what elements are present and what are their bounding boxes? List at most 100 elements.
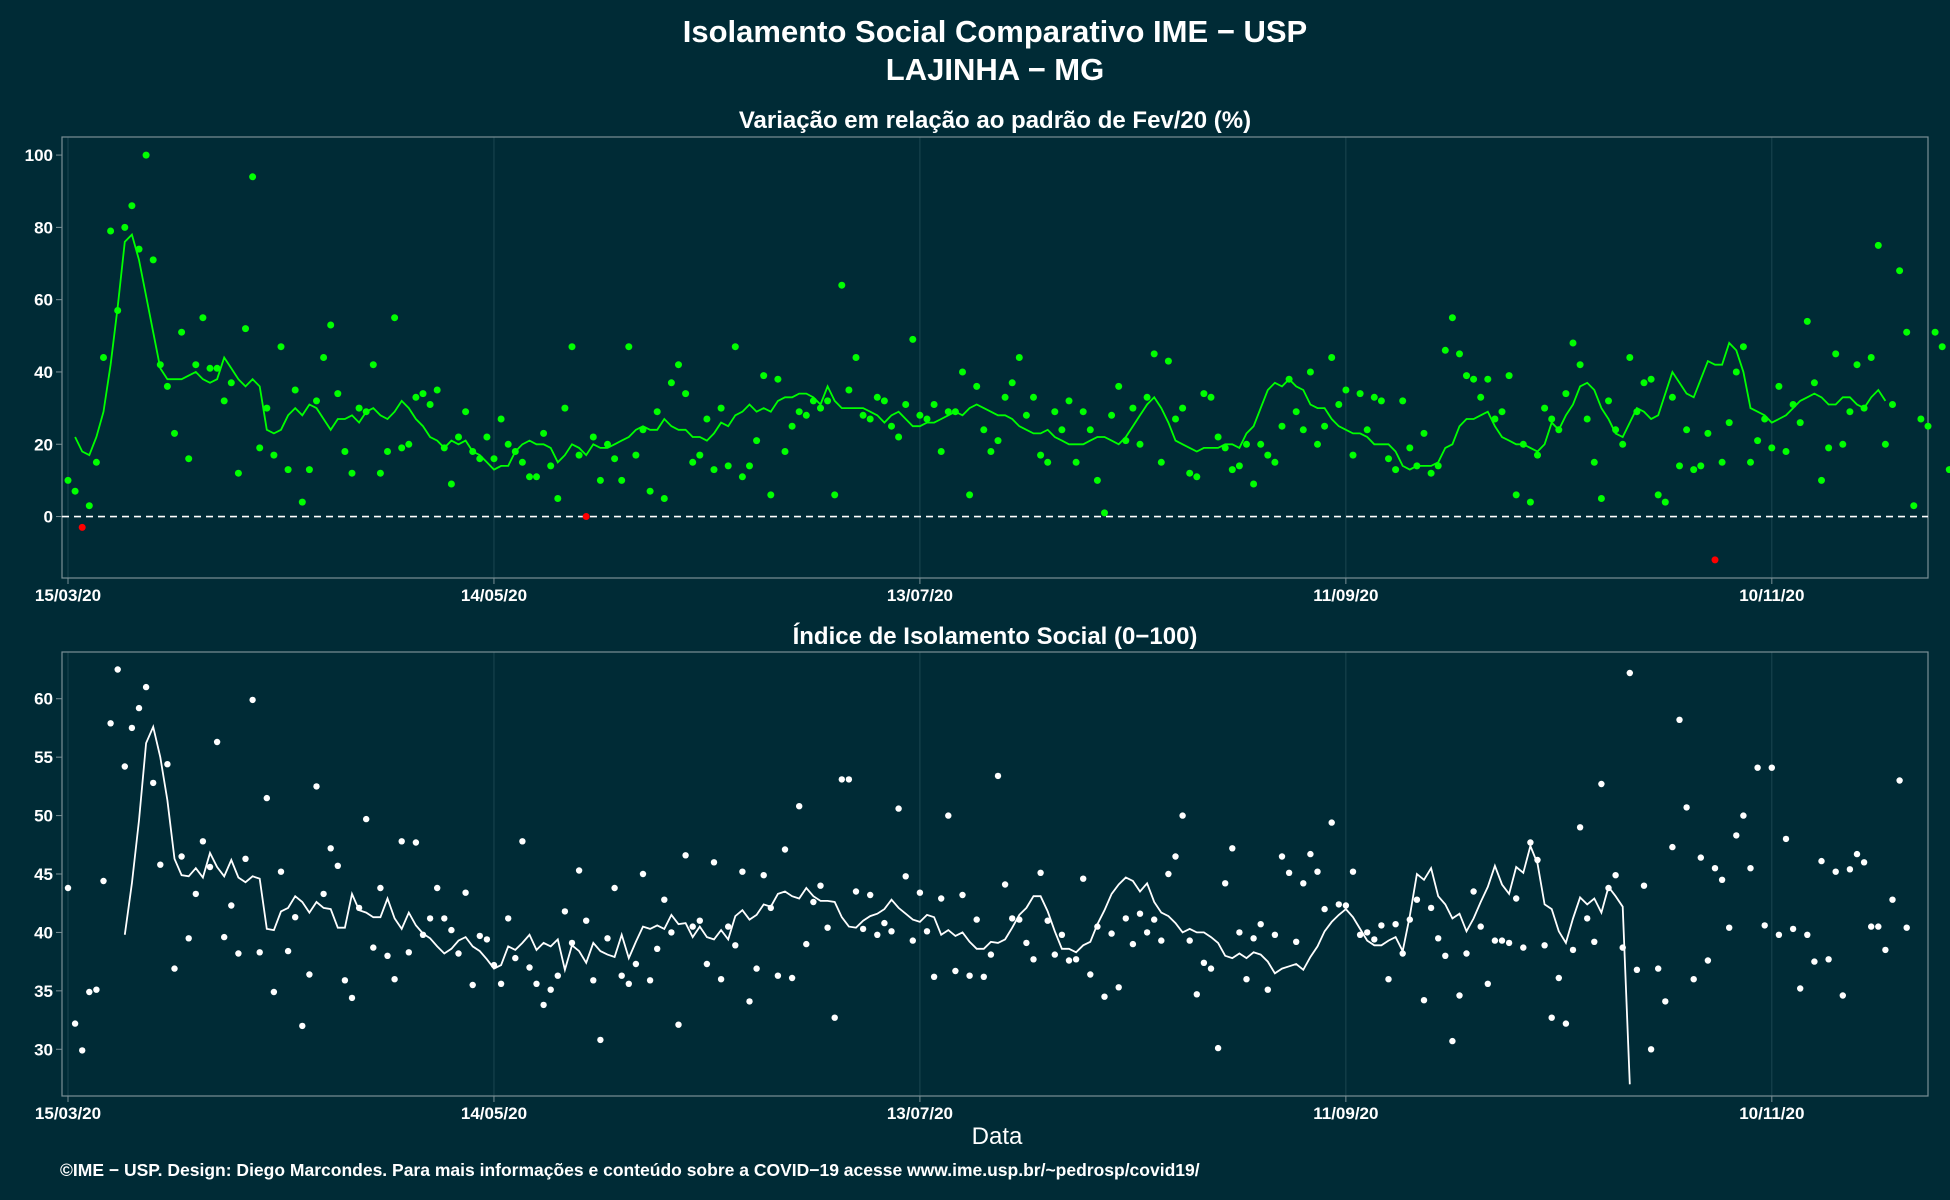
data-point: [242, 325, 249, 333]
data-point: [1853, 361, 1861, 369]
data-point: [1300, 880, 1307, 887]
data-point: [1023, 939, 1030, 947]
x-tick-label: 11/09/20: [1313, 586, 1378, 605]
data-point: [1789, 925, 1797, 933]
data-point: [1654, 491, 1662, 499]
data-point: [1015, 354, 1023, 361]
data-point: [1640, 882, 1648, 889]
data-point: [1860, 404, 1868, 412]
data-point: [703, 960, 711, 968]
data-point: [866, 415, 874, 423]
data-point: [710, 859, 718, 866]
data-point: [916, 411, 924, 419]
data-point: [1839, 992, 1847, 999]
data-point: [1165, 870, 1172, 878]
data-point: [753, 965, 760, 972]
data-point: [1697, 462, 1705, 470]
data-point: [1832, 350, 1840, 358]
data-point: [1108, 411, 1116, 419]
data-point: [668, 929, 675, 936]
data-point: [959, 368, 966, 376]
data-point: [689, 923, 696, 930]
data-point: [1349, 451, 1357, 459]
data-point: [412, 839, 420, 846]
data-point: [1264, 986, 1272, 993]
data-point: [93, 986, 100, 993]
data-point: [1101, 509, 1108, 517]
data-point: [1881, 440, 1889, 448]
data-point: [1910, 502, 1918, 510]
data-point: [796, 803, 803, 810]
data-point: [1597, 495, 1605, 502]
data-point: [1590, 458, 1598, 466]
data-point: [1200, 390, 1208, 398]
data-point: [1250, 935, 1257, 942]
data-point: [497, 415, 505, 423]
data-point: [732, 942, 739, 949]
data-point: [575, 867, 583, 874]
data-point: [433, 386, 441, 394]
data-point: [1491, 415, 1499, 423]
data-point: [1214, 433, 1222, 441]
data-point: [597, 1036, 604, 1044]
data-point: [1747, 865, 1754, 872]
data-point: [1449, 1037, 1456, 1045]
data-point: [1214, 1044, 1222, 1052]
data-point: [1392, 921, 1399, 928]
data-point: [717, 404, 725, 412]
data-point: [455, 433, 462, 441]
data-point: [206, 863, 214, 871]
data-point: [930, 401, 938, 408]
data-point: [1576, 824, 1584, 831]
data-point: [561, 908, 569, 915]
data-point: [1945, 466, 1950, 474]
data-point: [1172, 415, 1179, 423]
data-point: [270, 451, 278, 459]
data-point: [362, 408, 370, 416]
data-point: [859, 411, 867, 419]
data-point: [1243, 440, 1250, 448]
data-point: [1889, 401, 1896, 408]
data-point: [1683, 426, 1691, 434]
y-tick-label: 50: [34, 807, 53, 826]
data-point: [1810, 379, 1818, 387]
data-point: [1733, 832, 1740, 839]
data-point: [774, 972, 782, 979]
y-tick-label: 60: [34, 291, 53, 310]
data-point: [994, 437, 1002, 445]
data-point: [746, 462, 753, 470]
panel-1-title: Variação em relação ao padrão de Fev/20 …: [739, 107, 1251, 134]
data-point: [249, 696, 256, 704]
data-point: [1058, 931, 1066, 938]
data-point: [1392, 466, 1400, 474]
data-point: [1179, 812, 1186, 819]
data-point: [1874, 241, 1882, 249]
data-point: [178, 853, 185, 860]
data-point: [228, 902, 235, 909]
data-point: [1072, 956, 1080, 963]
data-point: [1321, 422, 1329, 430]
data-point: [476, 932, 483, 940]
data-point: [370, 944, 377, 951]
data-point: [519, 838, 526, 845]
data-point: [419, 931, 427, 938]
data-point: [1094, 923, 1101, 930]
data-point: [1676, 716, 1683, 723]
data-point: [1427, 469, 1435, 477]
data-point: [817, 882, 824, 889]
data-point: [1683, 804, 1690, 811]
data-point: [1668, 393, 1676, 401]
data-point: [1370, 393, 1378, 401]
data-point: [831, 1014, 838, 1021]
data-point: [1527, 839, 1534, 846]
data-point: [859, 925, 867, 933]
data-point: [213, 738, 221, 746]
data-point: [1321, 905, 1328, 913]
data-point: [611, 884, 618, 892]
data-point: [284, 947, 292, 955]
data-point: [1505, 939, 1513, 947]
data-point: [1726, 924, 1733, 931]
data-point: [838, 281, 846, 289]
data-point: [71, 1020, 79, 1027]
